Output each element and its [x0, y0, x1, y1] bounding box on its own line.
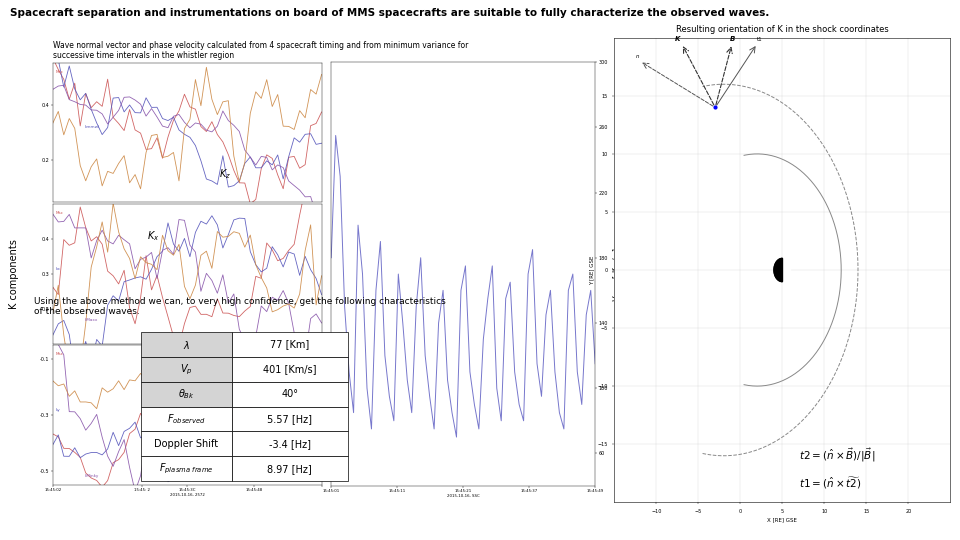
- Text: 8.97 [Hz]: 8.97 [Hz]: [267, 464, 312, 474]
- Text: $\mathit{V}_p$: $\mathit{V}_p$: [180, 362, 193, 376]
- Text: 5.57 [Hz]: 5.57 [Hz]: [267, 414, 312, 424]
- Text: Doppler Shift: Doppler Shift: [155, 439, 219, 449]
- Polygon shape: [774, 258, 782, 281]
- Text: n: n: [636, 53, 639, 58]
- Text: $F_{plasma\ frame}$: $F_{plasma\ frame}$: [159, 462, 214, 476]
- Text: 40°: 40°: [281, 389, 299, 399]
- Text: $t1 = (\hat{n}\times\widetilde{t2})$: $t1 = (\hat{n}\times\widetilde{t2})$: [799, 476, 862, 491]
- Text: Msc: Msc: [56, 70, 63, 73]
- Text: Msc: Msc: [56, 352, 63, 356]
- Text: kmmwl: kmmwl: [85, 125, 100, 130]
- Text: $K_y$: $K_y$: [174, 370, 186, 385]
- Text: K components: K components: [10, 239, 19, 309]
- Y-axis label: Y [RE] GSE: Y [RE] GSE: [589, 255, 594, 285]
- Text: $t2 = (\hat{n}\times\vec{B})/|\vec{B}|$: $t2 = (\hat{n}\times\vec{B})/|\vec{B}|$: [799, 447, 876, 464]
- Circle shape: [774, 258, 791, 281]
- Text: $K_z$: $K_z$: [220, 167, 231, 181]
- Text: Msc: Msc: [56, 211, 63, 215]
- Text: kx: kx: [56, 267, 60, 271]
- Text: -3.4 [Hz]: -3.4 [Hz]: [269, 439, 311, 449]
- Text: Wave normal vector and phase velocity calculated from 4 spacecraft timing and fr: Wave normal vector and phase velocity ca…: [53, 40, 468, 60]
- Text: Spacecraft separation and instrumentations on board of MMS spacecrafts are suita: Spacecraft separation and instrumentatio…: [10, 8, 769, 18]
- Y-axis label: $V_{phase}$ [ Km/s ]: $V_{phase}$ [ Km/s ]: [612, 246, 625, 302]
- Text: K: K: [675, 36, 681, 42]
- Text: t1: t1: [756, 37, 762, 42]
- Text: kMaxx: kMaxx: [85, 319, 99, 322]
- Text: $\theta_{Bk}$: $\theta_{Bk}$: [179, 387, 195, 401]
- Text: $K_x$: $K_x$: [147, 229, 159, 243]
- Text: kMinky: kMinky: [85, 474, 100, 478]
- Text: ky: ky: [56, 408, 60, 412]
- Title: Resulting orientation of K in the shock coordinates: Resulting orientation of K in the shock …: [676, 25, 889, 34]
- Text: 401 [Km/s]: 401 [Km/s]: [263, 364, 317, 374]
- Polygon shape: [774, 258, 782, 281]
- Text: $F_{observed}$: $F_{observed}$: [167, 412, 206, 426]
- X-axis label: X [RE] GSE: X [RE] GSE: [767, 517, 798, 522]
- Text: $\lambda$: $\lambda$: [183, 339, 190, 350]
- Text: 77 [Km]: 77 [Km]: [270, 340, 309, 349]
- Text: Using the above method we can, to very high confidence, get the following charac: Using the above method we can, to very h…: [34, 296, 445, 316]
- Text: B: B: [731, 36, 735, 42]
